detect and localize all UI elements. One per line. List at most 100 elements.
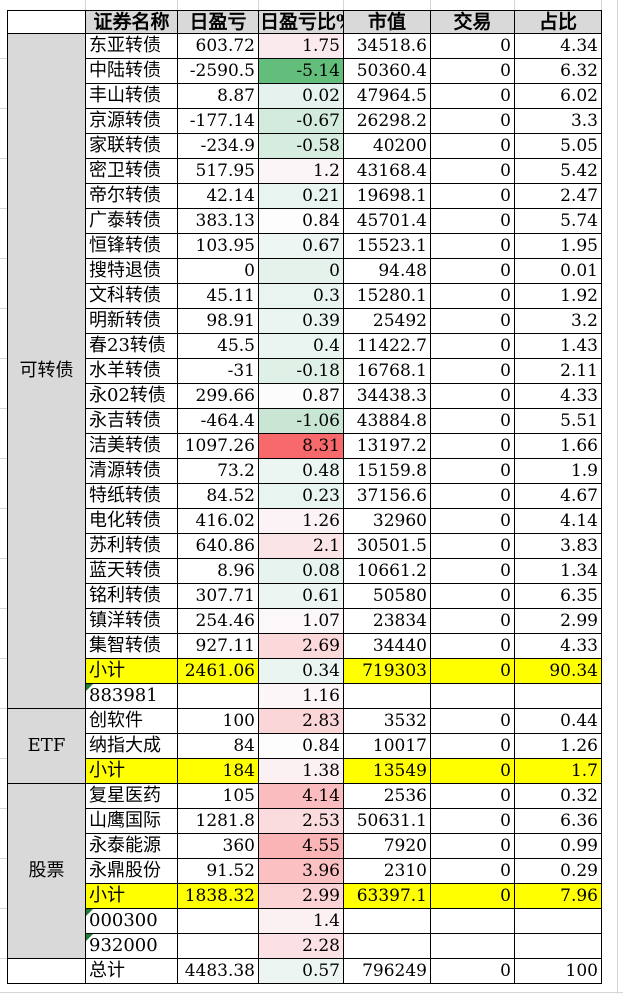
cell-trade[interactable]: 0 [431, 259, 515, 284]
cell-daily-pnl[interactable]: 0 [178, 259, 259, 284]
cell-market-value[interactable]: 2536 [344, 784, 431, 809]
cell-daily-pnl[interactable]: -177.14 [178, 109, 259, 134]
cell-daily-pnl[interactable]: 42.14 [178, 184, 259, 209]
cell-share[interactable]: 3.2 [515, 309, 602, 334]
cell-share[interactable]: 6.32 [515, 59, 602, 84]
cell-security-name[interactable]: 小计 [86, 759, 178, 784]
cell-market-value[interactable]: 25492 [344, 309, 431, 334]
col-header-security-name[interactable]: 证券名称 [86, 11, 178, 34]
cell-daily-pnl-pct[interactable]: 0.02 [259, 84, 344, 109]
cell-daily-pnl[interactable]: 360 [178, 834, 259, 859]
cell-share[interactable]: 3.3 [515, 109, 602, 134]
cell-market-value[interactable]: 32960 [344, 509, 431, 534]
cell-market-value[interactable]: 13197.2 [344, 434, 431, 459]
cell-daily-pnl[interactable]: 45.11 [178, 284, 259, 309]
cell-daily-pnl-pct[interactable]: 2.53 [259, 809, 344, 834]
cell-daily-pnl-pct[interactable]: 0.08 [259, 559, 344, 584]
cell-daily-pnl-pct[interactable]: 0.39 [259, 309, 344, 334]
cell-daily-pnl[interactable]: 91.52 [178, 859, 259, 884]
cell-daily-pnl[interactable]: -2590.5 [178, 59, 259, 84]
cell-daily-pnl-pct[interactable]: 8.31 [259, 434, 344, 459]
cell-trade[interactable] [431, 909, 515, 934]
cell-daily-pnl-pct[interactable]: 1.07 [259, 609, 344, 634]
cell-daily-pnl-pct[interactable]: -5.14 [259, 59, 344, 84]
cell-share[interactable]: 0.32 [515, 784, 602, 809]
cell-share[interactable]: 6.35 [515, 584, 602, 609]
cell-share[interactable]: 0.99 [515, 834, 602, 859]
cell-daily-pnl-pct[interactable]: 0.4 [259, 334, 344, 359]
cell-daily-pnl-pct[interactable]: -1.06 [259, 409, 344, 434]
cell-daily-pnl[interactable]: 2461.06 [178, 659, 259, 684]
cell-daily-pnl[interactable]: 84 [178, 734, 259, 759]
cell-market-value[interactable]: 3532 [344, 709, 431, 734]
cell-security-name[interactable]: 创软件 [86, 709, 178, 734]
cell-security-name[interactable]: 清源转债 [86, 459, 178, 484]
cell-market-value[interactable]: 43168.4 [344, 159, 431, 184]
cell-share[interactable]: 3.83 [515, 534, 602, 559]
cell-share[interactable]: 4.34 [515, 34, 602, 59]
cell-share[interactable]: 5.51 [515, 409, 602, 434]
cell-trade[interactable]: 0 [431, 84, 515, 109]
cell-market-value[interactable]: 40200 [344, 134, 431, 159]
cell-security-name[interactable]: 文科转债 [86, 284, 178, 309]
cell-daily-pnl[interactable] [178, 909, 259, 934]
cell-daily-pnl[interactable]: 105 [178, 784, 259, 809]
cell-daily-pnl[interactable]: 640.86 [178, 534, 259, 559]
cell-daily-pnl-pct[interactable]: 3.96 [259, 859, 344, 884]
cell-share[interactable]: 1.43 [515, 334, 602, 359]
cell-trade[interactable]: 0 [431, 634, 515, 659]
cell-trade[interactable]: 0 [431, 234, 515, 259]
cell-security-name[interactable]: 纳指大成 [86, 734, 178, 759]
cell-share[interactable]: 0.29 [515, 859, 602, 884]
cell-trade[interactable]: 0 [431, 709, 515, 734]
cell-trade[interactable] [431, 934, 515, 959]
cell-daily-pnl[interactable]: 299.66 [178, 384, 259, 409]
cell-trade[interactable]: 0 [431, 309, 515, 334]
cell-daily-pnl-pct[interactable]: 0.3 [259, 284, 344, 309]
cell-share[interactable]: 1.92 [515, 284, 602, 309]
cell-daily-pnl[interactable]: 98.91 [178, 309, 259, 334]
corner-cell[interactable] [8, 11, 86, 34]
cell-trade[interactable]: 0 [431, 209, 515, 234]
cell-trade[interactable]: 0 [431, 834, 515, 859]
cell-trade[interactable]: 0 [431, 59, 515, 84]
cell-daily-pnl-pct[interactable]: 0.84 [259, 734, 344, 759]
cell-daily-pnl[interactable]: 517.95 [178, 159, 259, 184]
cell-trade[interactable]: 0 [431, 784, 515, 809]
cell-security-name[interactable]: 水羊转债 [86, 359, 178, 384]
cell-security-name[interactable]: 电化转债 [86, 509, 178, 534]
cell-daily-pnl[interactable]: 184 [178, 759, 259, 784]
cell-market-value[interactable] [344, 909, 431, 934]
cell-daily-pnl[interactable] [178, 934, 259, 959]
cell-market-value[interactable]: 37156.6 [344, 484, 431, 509]
group-cell-empty[interactable] [8, 959, 86, 984]
cell-trade[interactable] [431, 684, 515, 709]
cell-security-name[interactable]: 镇洋转债 [86, 609, 178, 634]
cell-security-name[interactable]: 932000 [86, 934, 178, 959]
cell-market-value[interactable]: 15523.1 [344, 234, 431, 259]
cell-daily-pnl-pct[interactable]: 4.14 [259, 784, 344, 809]
cell-security-name[interactable]: 复星医药 [86, 784, 178, 809]
cell-market-value[interactable]: 34518.6 [344, 34, 431, 59]
cell-security-name[interactable]: 东亚转债 [86, 34, 178, 59]
cell-market-value[interactable]: 15280.1 [344, 284, 431, 309]
cell-daily-pnl-pct[interactable]: 2.69 [259, 634, 344, 659]
cell-trade[interactable]: 0 [431, 509, 515, 534]
cell-trade[interactable]: 0 [431, 109, 515, 134]
cell-daily-pnl[interactable]: 383.13 [178, 209, 259, 234]
cell-share[interactable]: 1.26 [515, 734, 602, 759]
cell-trade[interactable]: 0 [431, 434, 515, 459]
cell-daily-pnl[interactable]: -234.9 [178, 134, 259, 159]
cell-daily-pnl-pct[interactable]: 2.99 [259, 884, 344, 909]
cell-security-name[interactable]: 密卫转债 [86, 159, 178, 184]
cell-daily-pnl-pct[interactable]: 0.67 [259, 234, 344, 259]
cell-trade[interactable]: 0 [431, 884, 515, 909]
group-cell-可转债[interactable]: 可转债 [8, 34, 86, 709]
cell-security-name[interactable]: 铭利转债 [86, 584, 178, 609]
cell-security-name[interactable]: 永02转债 [86, 384, 178, 409]
cell-trade[interactable]: 0 [431, 359, 515, 384]
cell-security-name[interactable]: 京源转债 [86, 109, 178, 134]
cell-share[interactable]: 100 [515, 959, 602, 984]
cell-trade[interactable]: 0 [431, 459, 515, 484]
cell-daily-pnl[interactable]: 416.02 [178, 509, 259, 534]
